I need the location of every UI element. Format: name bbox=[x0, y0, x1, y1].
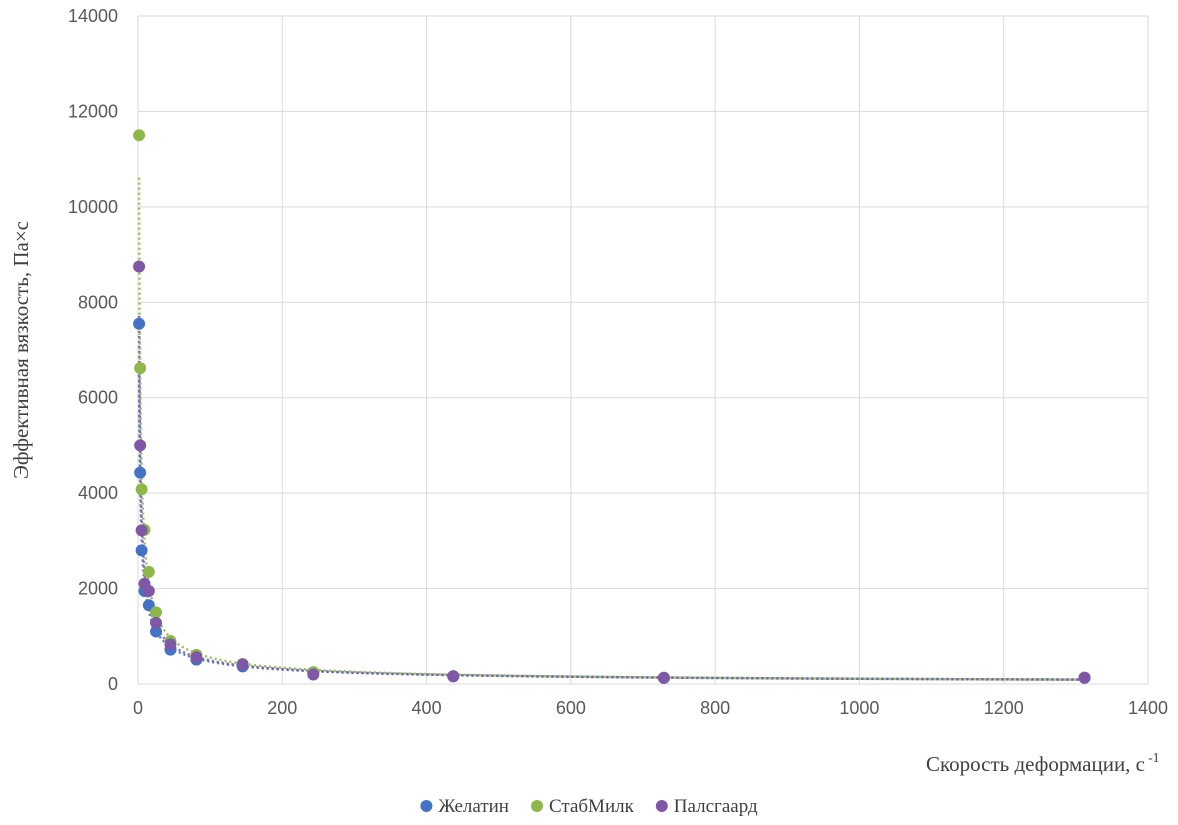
legend-item: СтабМилк bbox=[531, 796, 635, 817]
data-point bbox=[135, 483, 148, 496]
y-tick-label: 14000 bbox=[68, 6, 118, 26]
y-tick-label: 8000 bbox=[78, 292, 118, 312]
legend-item: Желатин bbox=[420, 796, 509, 817]
data-point bbox=[135, 524, 148, 537]
data-point bbox=[307, 668, 320, 681]
y-tick-label: 12000 bbox=[68, 101, 118, 121]
x-tick-label: 800 bbox=[700, 698, 730, 718]
y-tick-label: 0 bbox=[108, 674, 118, 694]
trendline-Палсгаард bbox=[137, 315, 1085, 681]
data-point bbox=[236, 658, 249, 671]
x-tick-label: 1200 bbox=[984, 698, 1024, 718]
legend-label: Палсгаард bbox=[674, 796, 758, 817]
data-point bbox=[164, 638, 177, 651]
data-point bbox=[134, 466, 147, 479]
grid bbox=[137, 15, 1149, 685]
legend-item: Палсгаард bbox=[655, 796, 758, 817]
tick-labels: 0 200 400 600 800 1000 1200 1400020004000600080… bbox=[68, 6, 1168, 718]
x-tick-label: 400 bbox=[412, 698, 442, 718]
data-point bbox=[1078, 671, 1091, 684]
x-tick-label: 1000 bbox=[839, 698, 879, 718]
data-point bbox=[190, 651, 203, 664]
data-point bbox=[133, 317, 146, 330]
trendlines bbox=[137, 177, 1085, 681]
data-point bbox=[150, 616, 163, 629]
x-tick-label: 0 bbox=[133, 698, 143, 718]
y-tick-label: 4000 bbox=[78, 483, 118, 503]
legend-label: Желатин bbox=[438, 796, 509, 817]
x-tick-label: 200 bbox=[267, 698, 297, 718]
y-tick-label: 2000 bbox=[78, 579, 118, 599]
x-axis-title: Скорость деформации, с bbox=[926, 752, 1145, 776]
data-point bbox=[134, 439, 147, 452]
legend-marker bbox=[420, 800, 433, 812]
data-points bbox=[133, 129, 1091, 685]
legend-marker bbox=[531, 800, 543, 812]
y-tick-label: 6000 bbox=[78, 388, 118, 408]
data-point bbox=[135, 544, 148, 557]
data-point bbox=[142, 565, 155, 578]
y-axis-title: Эффективная вязкость, Па×с bbox=[9, 221, 33, 479]
trendline-Желатин bbox=[137, 374, 1085, 681]
legend-marker bbox=[655, 800, 668, 812]
data-point bbox=[150, 606, 163, 619]
trendline-СтабМилк bbox=[137, 177, 1085, 681]
data-point bbox=[133, 129, 146, 142]
y-tick-label: 10000 bbox=[68, 197, 118, 217]
x-tick-label: 600 bbox=[556, 698, 586, 718]
data-point bbox=[142, 584, 155, 597]
x-tick-label: 1400 bbox=[1128, 698, 1168, 718]
data-point bbox=[657, 671, 670, 684]
legend-label: СтабМилк bbox=[549, 796, 635, 817]
x-axis-title-superscript: -1 bbox=[1148, 751, 1160, 766]
data-point bbox=[447, 670, 460, 683]
data-point bbox=[133, 260, 146, 273]
data-point bbox=[134, 362, 147, 375]
data-point bbox=[150, 625, 163, 638]
legend: Желатин СтабМилк Палсгаард bbox=[420, 796, 758, 817]
